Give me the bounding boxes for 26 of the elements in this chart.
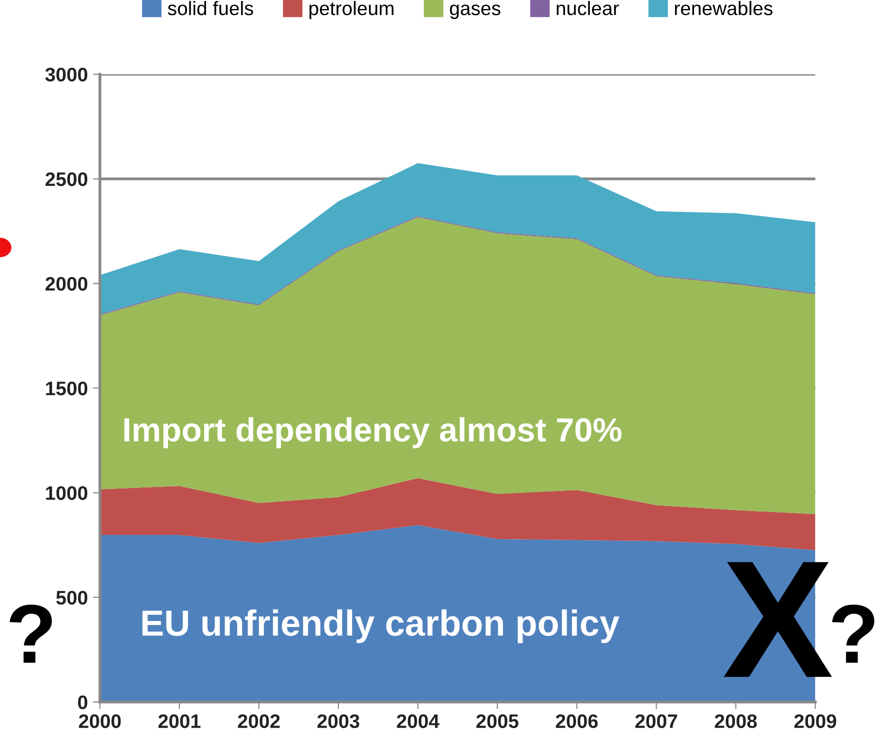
legend-label: renewables (674, 0, 772, 16)
y-tick-label: 500 (56, 590, 88, 605)
text: ? (10, 604, 52, 663)
y-tick-label: 3000 (45, 68, 88, 82)
x-tick-label: 2006 (556, 714, 598, 728)
x-tick-label: 2001 (158, 714, 200, 728)
legend-label: gases (450, 4, 500, 20)
x-tick-label: 2007 (635, 714, 678, 728)
annotation: EU unfriendly carbon policy (142, 609, 620, 644)
x-tick-label: 2005 (476, 714, 518, 728)
x-tick-label: 2009 (794, 714, 836, 728)
y-tick-label: 1000 (46, 486, 88, 500)
x-tick-label: 2004 (396, 714, 440, 728)
x-tick-label: 2002 (238, 714, 280, 728)
legend-label: solid fuels (168, 0, 254, 16)
y-tick-label: 1500 (46, 382, 88, 396)
x-tick-label: 2000 (78, 714, 121, 728)
text: ? (832, 604, 874, 663)
legend-label: petroleum (310, 0, 394, 20)
x-tick-label: 2008 (714, 714, 757, 728)
y-tick-label: 0 (78, 695, 88, 710)
y-tick-label: 2500 (46, 172, 88, 186)
x-tick-label: 2003 (317, 714, 360, 728)
annotation: Import dependency almost 70% (124, 417, 622, 448)
y-tick-label: 2000 (46, 276, 88, 291)
legend-label: nuclear (556, 0, 619, 16)
